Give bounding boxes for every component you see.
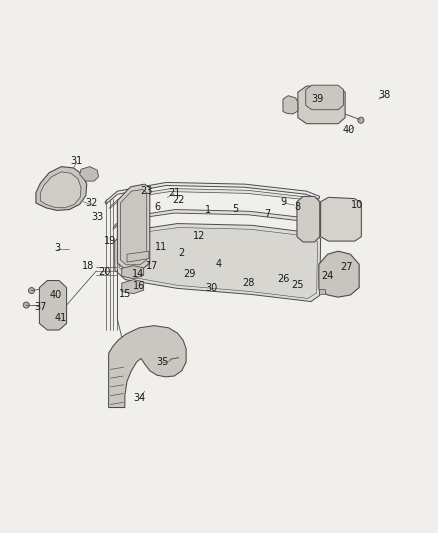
Text: 16: 16 (133, 281, 145, 291)
Circle shape (358, 117, 364, 123)
Circle shape (344, 206, 353, 215)
Text: 11: 11 (155, 242, 167, 252)
Circle shape (131, 204, 136, 209)
Circle shape (129, 282, 138, 292)
Text: 23: 23 (141, 186, 153, 196)
Circle shape (50, 302, 56, 308)
Polygon shape (321, 197, 361, 241)
Circle shape (321, 94, 328, 101)
Text: 38: 38 (378, 90, 391, 100)
Text: 12: 12 (193, 231, 205, 241)
Polygon shape (36, 167, 87, 211)
Circle shape (289, 102, 296, 109)
Circle shape (155, 341, 168, 354)
Circle shape (149, 333, 158, 342)
Text: 19: 19 (104, 236, 117, 246)
Text: 41: 41 (54, 313, 67, 323)
Text: 26: 26 (278, 274, 290, 284)
Polygon shape (113, 209, 320, 229)
Circle shape (45, 297, 61, 313)
Text: 27: 27 (340, 262, 352, 272)
Circle shape (127, 223, 143, 238)
Circle shape (335, 270, 343, 278)
Text: 15: 15 (119, 289, 131, 298)
Text: 37: 37 (34, 302, 46, 312)
Text: 39: 39 (311, 94, 324, 104)
Text: 25: 25 (292, 280, 304, 290)
Circle shape (177, 354, 183, 361)
Text: 35: 35 (157, 357, 169, 367)
Text: 40: 40 (50, 290, 62, 300)
Text: 24: 24 (321, 271, 334, 281)
Text: 28: 28 (243, 278, 255, 288)
Text: 31: 31 (71, 156, 83, 166)
Circle shape (346, 209, 350, 212)
Circle shape (66, 195, 78, 207)
Text: 18: 18 (81, 261, 94, 271)
Text: 30: 30 (205, 282, 217, 293)
Circle shape (23, 302, 29, 308)
Polygon shape (122, 265, 144, 279)
Polygon shape (105, 182, 320, 204)
Polygon shape (298, 86, 345, 124)
Text: 8: 8 (295, 203, 301, 212)
Polygon shape (39, 280, 67, 330)
Polygon shape (283, 96, 298, 114)
Circle shape (344, 228, 353, 237)
Text: 22: 22 (173, 195, 185, 205)
Circle shape (283, 102, 290, 109)
Polygon shape (122, 280, 144, 294)
Text: 4: 4 (216, 260, 222, 269)
Polygon shape (80, 167, 99, 181)
Text: 34: 34 (133, 393, 145, 403)
Text: 20: 20 (98, 266, 110, 277)
Text: 9: 9 (281, 197, 287, 207)
Polygon shape (127, 251, 149, 262)
Circle shape (306, 216, 311, 221)
Polygon shape (110, 189, 321, 209)
Polygon shape (319, 251, 359, 297)
Text: 17: 17 (146, 261, 159, 271)
Text: 40: 40 (342, 125, 354, 135)
Circle shape (70, 198, 75, 204)
Circle shape (127, 200, 140, 212)
Circle shape (57, 195, 65, 203)
Polygon shape (40, 172, 81, 208)
Polygon shape (115, 223, 321, 302)
Text: 1: 1 (205, 205, 211, 215)
Polygon shape (109, 326, 186, 408)
Circle shape (317, 90, 333, 106)
Polygon shape (306, 85, 343, 110)
Polygon shape (119, 228, 318, 298)
Text: 3: 3 (54, 243, 60, 253)
Text: 2: 2 (179, 248, 185, 259)
Circle shape (85, 169, 94, 178)
Polygon shape (297, 197, 320, 242)
Text: 7: 7 (264, 209, 270, 219)
Circle shape (301, 211, 315, 225)
Text: 6: 6 (155, 203, 161, 212)
Text: 5: 5 (233, 204, 239, 214)
Circle shape (329, 265, 349, 284)
Polygon shape (319, 289, 325, 294)
Polygon shape (117, 184, 150, 269)
Text: 21: 21 (168, 188, 180, 198)
Circle shape (131, 227, 138, 234)
Text: 14: 14 (132, 269, 144, 279)
Polygon shape (120, 189, 147, 265)
Text: 32: 32 (85, 198, 97, 208)
Text: 33: 33 (91, 213, 103, 222)
Circle shape (159, 344, 164, 350)
Circle shape (28, 287, 35, 294)
Text: 10: 10 (351, 200, 363, 210)
Text: 29: 29 (183, 269, 195, 279)
Circle shape (346, 231, 350, 234)
